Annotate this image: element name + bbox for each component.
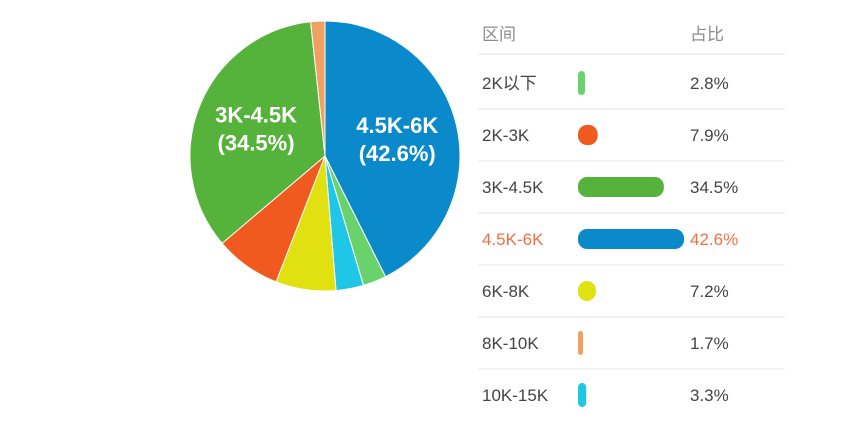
row-range-label: 3K-4.5K <box>482 178 544 197</box>
pie-slice-4.5K-6K <box>324 20 461 278</box>
pie-label-name: 4.5K-6K <box>356 113 438 138</box>
pie-label-name: 3K-4.5K <box>215 102 297 127</box>
row-range-label: 4.5K-6K <box>482 230 544 249</box>
row-bar <box>578 177 664 197</box>
row-percent: 7.2% <box>690 282 729 301</box>
row-percent: 1.7% <box>690 334 729 353</box>
pie-slice-8K-10K <box>310 20 326 157</box>
row-range-label: 8K-10K <box>482 334 539 353</box>
row-bar <box>578 383 587 407</box>
row-bar <box>578 281 596 301</box>
row-range-label: 10K-15K <box>482 386 549 405</box>
header-range: 区间 <box>482 25 516 44</box>
row-range-label: 6K-8K <box>482 282 530 301</box>
row-percent: 42.6% <box>690 230 738 249</box>
row-percent: 3.3% <box>690 386 729 405</box>
pie-label-percent: (42.6%) <box>359 141 436 166</box>
row-bar <box>578 71 585 95</box>
row-percent: 2.8% <box>690 74 729 93</box>
pie-labels: 4.5K-6K (42.6%) 3K-4.5K (34.5%) <box>215 102 438 165</box>
pie-label-percent: (34.5%) <box>218 130 295 155</box>
row-bar <box>578 331 583 355</box>
pie-chart <box>189 20 461 292</box>
header-ratio: 占比 <box>690 25 724 44</box>
row-range-label: 2K-3K <box>482 126 530 145</box>
pie-slice-3K-4.5K <box>189 21 326 245</box>
row-bar <box>578 229 684 249</box>
row-percent: 34.5% <box>690 178 738 197</box>
legend-table: 区间 占比 2K以下 2.8% 2K-3K 7.9% 3K-4.5K 34.5% 4.5K-… <box>478 25 785 407</box>
row-bar <box>578 125 598 145</box>
row-range-label: 2K以下 <box>482 74 537 93</box>
row-percent: 7.9% <box>690 126 729 145</box>
